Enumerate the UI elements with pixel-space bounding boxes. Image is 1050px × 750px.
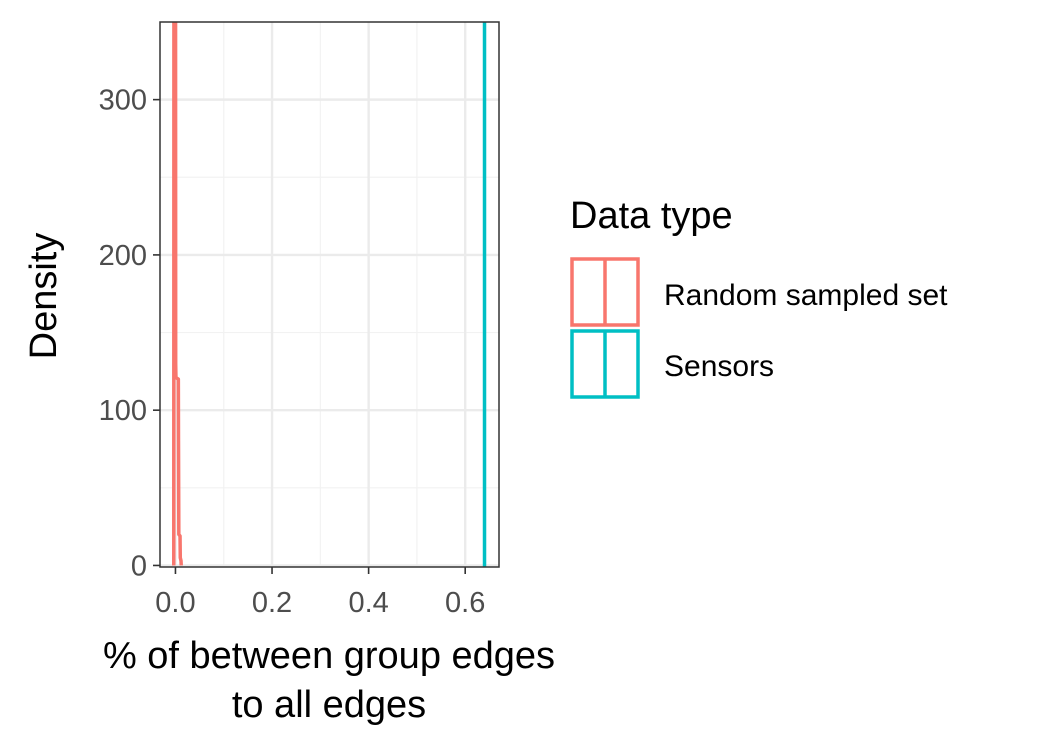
panel-background — [160, 22, 499, 567]
legend-title: Data type — [570, 195, 733, 237]
plot-panel — [160, 22, 499, 567]
y-tick-label: 0 — [131, 550, 147, 582]
x-axis-title-line-1: % of between group edges — [103, 635, 555, 677]
legend-label-sensors: Sensors — [664, 350, 774, 383]
minor-gridlines — [160, 22, 499, 567]
x-axis-title-line-2: to all edges — [232, 684, 426, 726]
x-tick-label: 0.0 — [155, 587, 195, 619]
legend-item-random-sampled-set: Random sampled set — [570, 257, 948, 327]
x-axis: 0.0 0.2 0.4 0.6 — [155, 567, 485, 619]
y-tick-label: 300 — [99, 85, 147, 117]
y-axis: 0 100 200 300 — [99, 85, 160, 582]
panel-border — [159, 21, 500, 568]
y-tick-label: 200 — [99, 240, 147, 272]
legend-label-random-sampled-set: Random sampled set — [664, 279, 948, 312]
legend-item-sensors: Sensors — [570, 329, 774, 399]
y-axis-title: Density — [23, 233, 65, 360]
x-tick-label: 0.2 — [252, 587, 292, 619]
legend: Data type Random sampled set Sensors — [570, 195, 948, 399]
x-tick-label: 0.4 — [348, 587, 388, 619]
y-tick-label: 100 — [99, 395, 147, 427]
data-layer — [172, 22, 487, 567]
x-tick-label: 0.6 — [445, 587, 485, 619]
density-line-random-sampled-set — [172, 22, 183, 566]
